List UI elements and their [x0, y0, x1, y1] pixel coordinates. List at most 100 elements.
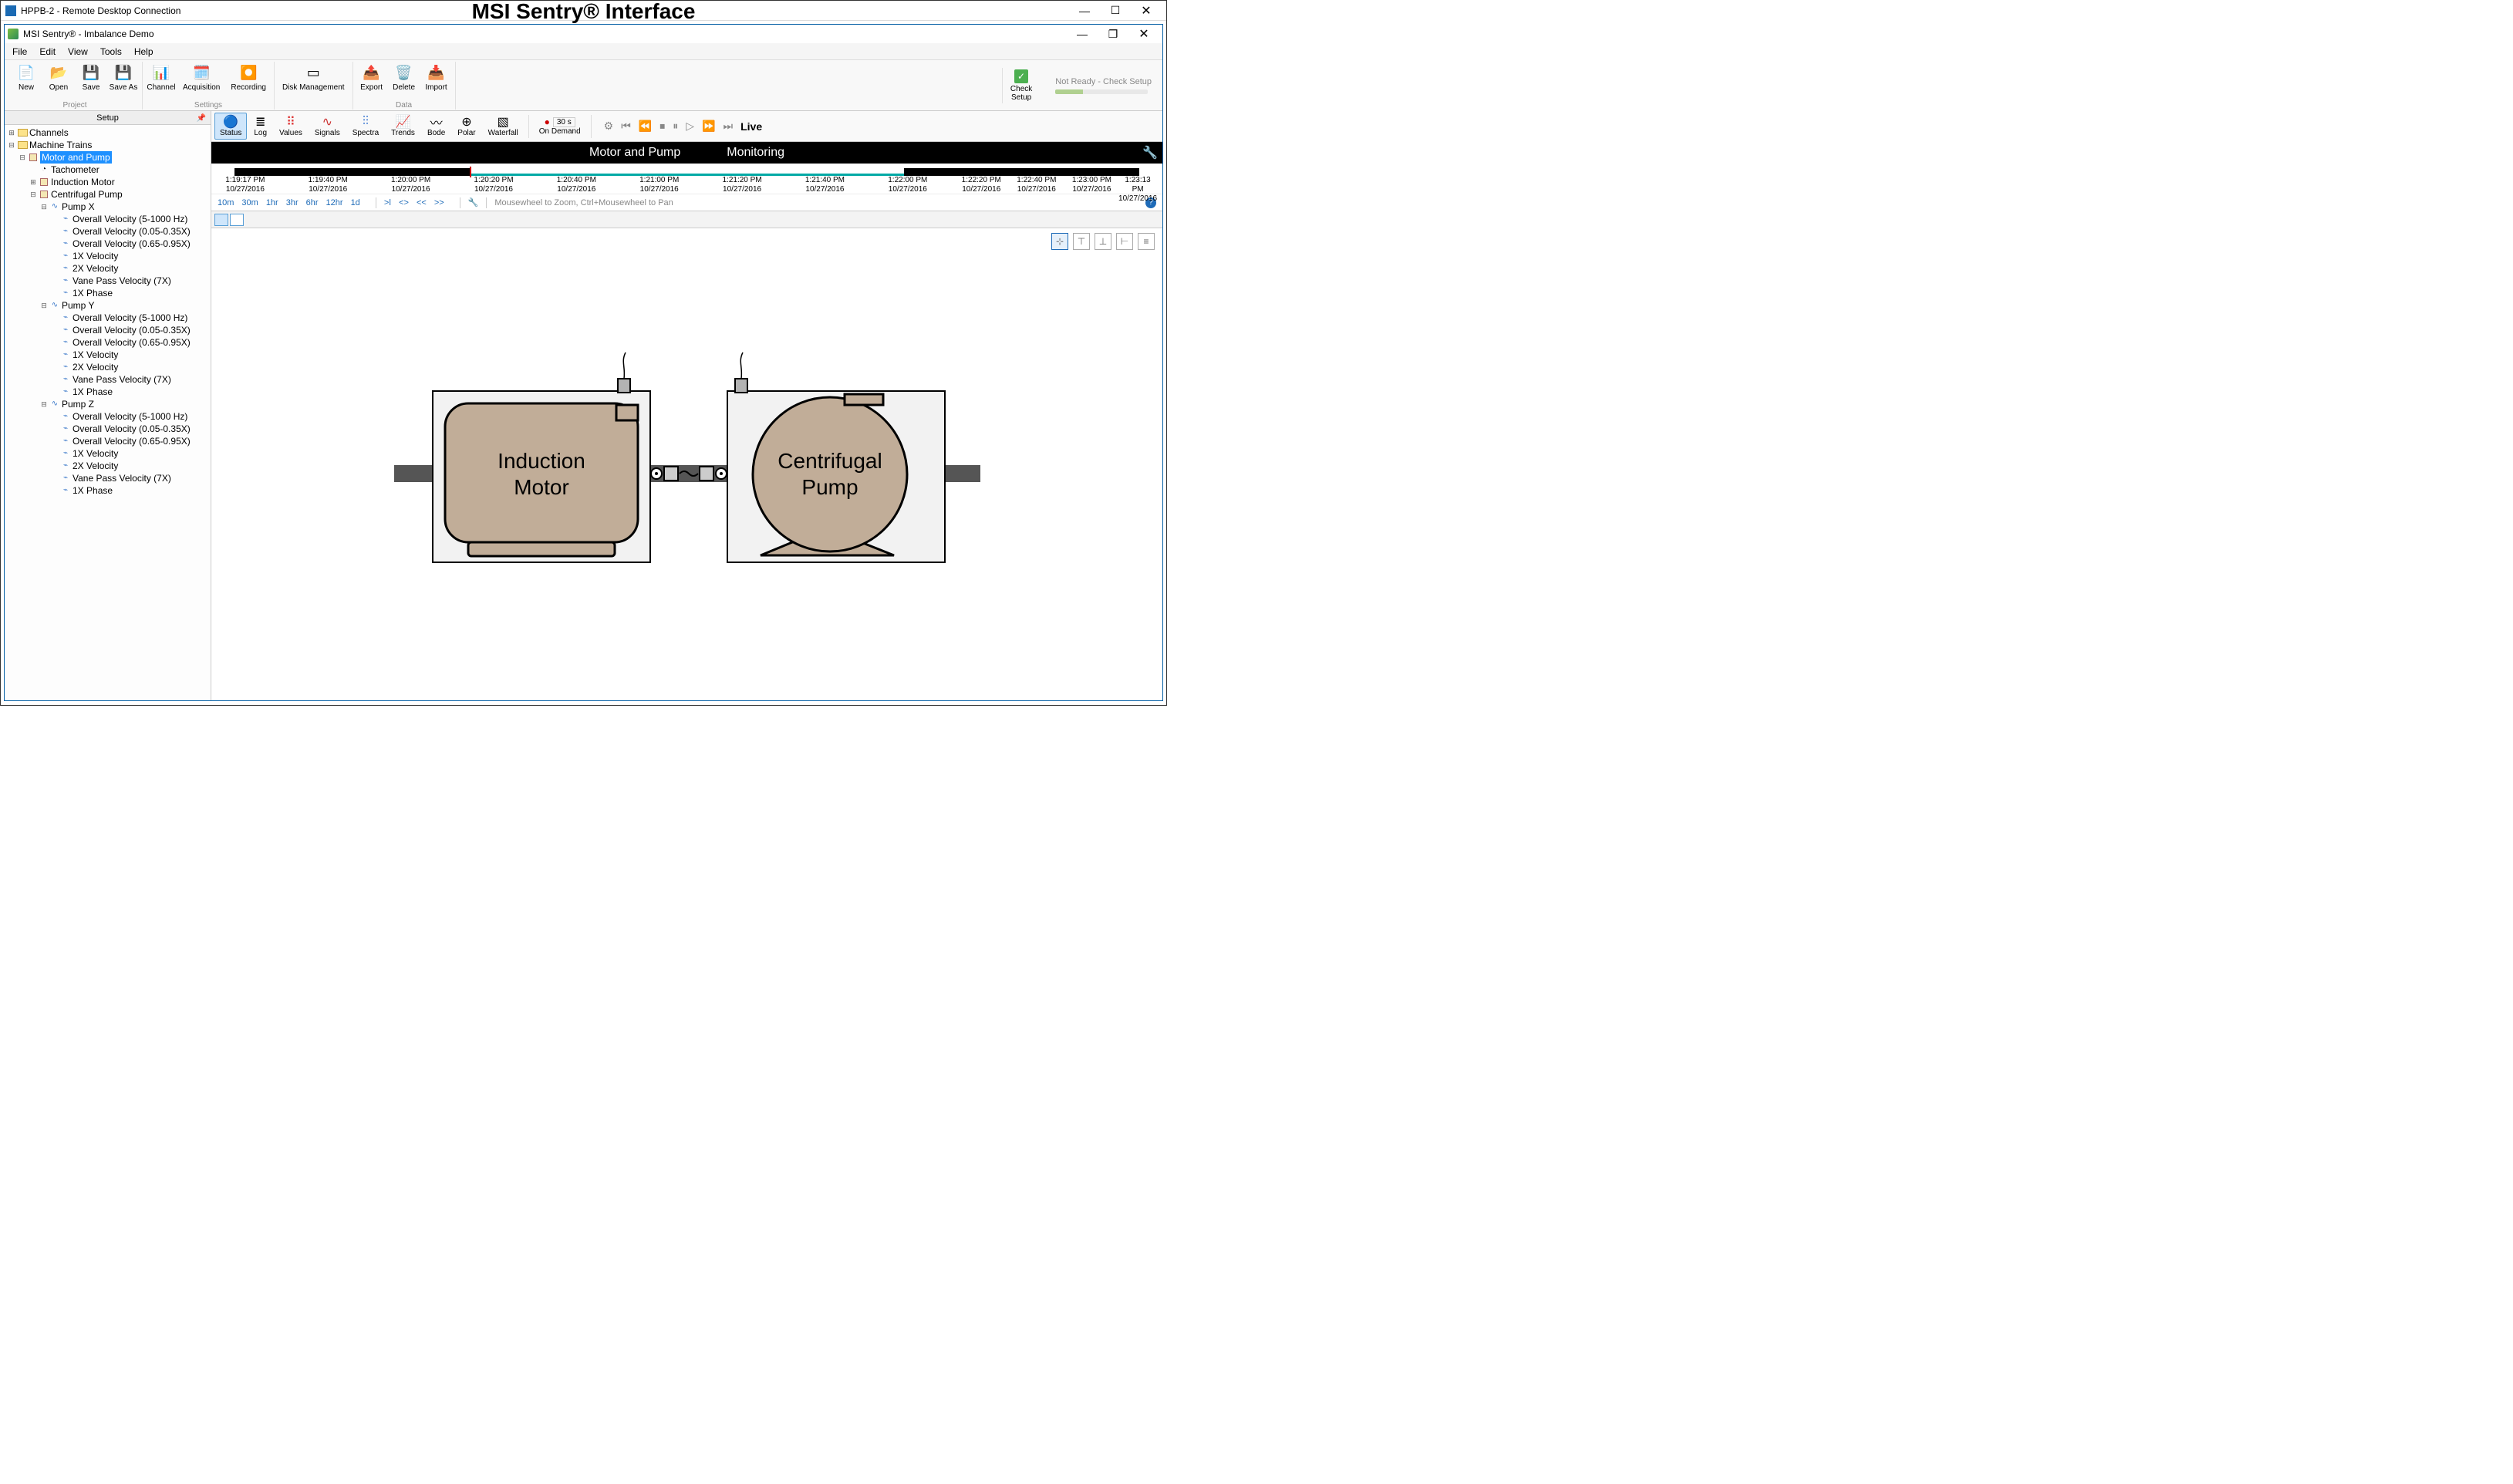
values-tab[interactable]: ⠿Values — [274, 113, 308, 140]
tree-leaf[interactable]: ⌁Overall Velocity (0.05-0.35X) — [51, 225, 191, 238]
layout-tool-4[interactable]: ⊢ — [1116, 233, 1133, 250]
waterfall-tab[interactable]: ▧Waterfall — [483, 113, 524, 140]
tree-leaf[interactable]: ⌁1X Velocity — [51, 349, 118, 361]
pin-icon[interactable]: 📌 — [197, 112, 206, 126]
rdc-minimize-button[interactable]: — — [1069, 2, 1100, 20]
live-button[interactable]: Live — [739, 119, 764, 134]
timeline-tick: 1:21:40 PM10/27/2016 — [805, 176, 845, 194]
open-button[interactable]: 📂Open — [43, 62, 74, 93]
import-button[interactable]: 📥Import — [421, 62, 452, 93]
acquisition-button[interactable]: 🗓️Acquisition — [178, 62, 224, 93]
layout-split-button[interactable] — [230, 214, 244, 226]
tree-machine-trains[interactable]: ⊟Machine Trains — [8, 139, 209, 151]
app-maximize-button[interactable]: ❐ — [1098, 25, 1128, 43]
tree-motor-and-pump[interactable]: ⊟Motor and Pump — [19, 151, 209, 164]
nav-btn[interactable]: >> — [434, 198, 444, 207]
tree-leaf[interactable]: ⌁1X Phase — [51, 287, 113, 299]
layout-single-button[interactable] — [214, 214, 228, 226]
wrench-icon[interactable]: 🔧 — [1142, 145, 1158, 160]
spectra-tab[interactable]: ⫶⫶Spectra — [347, 113, 384, 140]
range-1hr[interactable]: 1hr — [266, 198, 278, 207]
polar-tab[interactable]: ⊕Polar — [452, 113, 481, 140]
save-button[interactable]: 💾Save — [76, 62, 106, 93]
timeline-tick: 1:20:40 PM10/27/2016 — [557, 176, 596, 194]
rewind-button[interactable]: ⏪ — [637, 118, 653, 134]
menu-tools[interactable]: Tools — [96, 45, 126, 59]
tree-leaf[interactable]: ⌁Vane Pass Velocity (7X) — [51, 275, 171, 287]
range-1d[interactable]: 1d — [351, 198, 360, 207]
range-6hr[interactable]: 6hr — [306, 198, 319, 207]
check-setup-button[interactable]: ✓ Check Setup — [1002, 68, 1040, 103]
rdc-close-button[interactable]: ✕ — [1131, 2, 1162, 20]
fastforward-button[interactable]: ⏩ — [700, 118, 717, 134]
tree-leaf[interactable]: ⌁1X Phase — [51, 386, 113, 398]
channel-button[interactable]: 📊Channel — [146, 62, 177, 93]
nav-btn[interactable]: >ǀ — [384, 198, 391, 207]
log-tab[interactable]: ≣Log — [248, 113, 272, 140]
diagram-area[interactable]: ⊹ ⊤ ⊥ ⊢ ≡ — [211, 228, 1162, 700]
recording-button[interactable]: ⏺️Recording — [226, 62, 271, 93]
bode-tab[interactable]: 〰Bode — [422, 113, 450, 140]
menu-view[interactable]: View — [63, 45, 93, 59]
layout-tool-2[interactable]: ⊤ — [1073, 233, 1090, 250]
tree-leaf[interactable]: ⌁2X Velocity — [51, 262, 118, 275]
tree-leaf[interactable]: ⌁1X Phase — [51, 484, 113, 497]
rdc-maximize-button[interactable]: ☐ — [1100, 2, 1131, 20]
stop-button[interactable]: ⏹ — [658, 118, 666, 134]
status-tab[interactable]: 🔵Status — [214, 113, 247, 140]
delete-button[interactable]: 🗑️Delete — [389, 62, 420, 93]
settings-gear-icon[interactable]: ⚙ — [602, 118, 616, 134]
menu-edit[interactable]: Edit — [35, 45, 60, 59]
setup-tree[interactable]: ⊞Channels⊟Machine Trains⊟Motor and Pump◔… — [5, 125, 211, 700]
layout-tool-3[interactable]: ⊥ — [1095, 233, 1111, 250]
tree-leaf[interactable]: ⌁Overall Velocity (0.05-0.35X) — [51, 423, 191, 435]
layout-tool-5[interactable]: ≡ — [1138, 233, 1155, 250]
app-close-button[interactable]: ✕ — [1128, 25, 1159, 43]
tree-leaf[interactable]: ⌁1X Velocity — [51, 447, 118, 460]
save-as-button[interactable]: 💾Save As — [108, 62, 139, 93]
tree-leaf[interactable]: ⌁Overall Velocity (0.65-0.95X) — [51, 336, 191, 349]
tree-leaf[interactable]: ⌁Overall Velocity (5-1000 Hz) — [51, 410, 187, 423]
tree-induction-motor[interactable]: ⊞Induction Motor — [29, 176, 115, 188]
pause-button[interactable]: ⏸ — [671, 118, 680, 134]
play-button[interactable]: ▷ — [684, 118, 696, 134]
timeline[interactable]: 1:19:17 PM10/27/20161:19:40 PM10/27/2016… — [211, 164, 1162, 194]
signals-tab[interactable]: ∿Signals — [309, 113, 346, 140]
tree-centrifugal-pump[interactable]: ⊟Centrifugal Pump — [29, 188, 209, 201]
menu-file[interactable]: File — [8, 45, 32, 59]
tree-pump y[interactable]: ⊟∿Pump Y — [40, 299, 209, 312]
menu-help[interactable]: Help — [130, 45, 158, 59]
tree-leaf[interactable]: ⌁Overall Velocity (0.05-0.35X) — [51, 324, 191, 336]
skip-start-button[interactable]: ⏮ — [619, 118, 632, 134]
record-button[interactable]: ●30 s On Demand — [534, 114, 586, 138]
timeline-tick: 1:22:40 PM10/27/2016 — [1017, 176, 1056, 194]
tree-channels[interactable]: ⊞Channels — [8, 126, 69, 139]
tree-leaf[interactable]: ⌁1X Velocity — [51, 250, 118, 262]
nav-btn[interactable]: << — [417, 198, 427, 207]
tree-leaf[interactable]: ⌁2X Velocity — [51, 460, 118, 472]
tree-leaf[interactable]: ⌁Overall Velocity (5-1000 Hz) — [51, 312, 187, 324]
tree-leaf[interactable]: ⌁Vane Pass Velocity (7X) — [51, 373, 171, 386]
tree-leaf[interactable]: ⌁Overall Velocity (0.65-0.95X) — [51, 435, 191, 447]
tree-tachometer[interactable]: ◔Tachometer — [29, 164, 100, 176]
range-30m[interactable]: 30m — [241, 198, 258, 207]
nav-btn[interactable]: <> — [399, 198, 409, 207]
tree-leaf[interactable]: ⌁2X Velocity — [51, 361, 118, 373]
export-button[interactable]: 📤Export — [356, 62, 387, 93]
new-button[interactable]: 📄New — [11, 62, 42, 93]
trends-tab[interactable]: 📈Trends — [386, 113, 420, 140]
range-3hr[interactable]: 3hr — [286, 198, 299, 207]
tree-leaf[interactable]: ⌁Overall Velocity (5-1000 Hz) — [51, 213, 187, 225]
app-minimize-button[interactable]: — — [1067, 25, 1098, 43]
tree-pump x[interactable]: ⊟∿Pump X — [40, 201, 209, 213]
tree-pump z[interactable]: ⊟∿Pump Z — [40, 398, 209, 410]
tree-leaf[interactable]: ⌁Overall Velocity (0.65-0.95X) — [51, 238, 191, 250]
layout-tool-1[interactable]: ⊹ — [1051, 233, 1068, 250]
timeline-tick: 1:19:17 PM10/27/2016 — [225, 176, 265, 194]
disk-management-button[interactable]: ▭Disk Management — [278, 62, 349, 93]
range-12hr[interactable]: 12hr — [326, 198, 343, 207]
skip-end-button[interactable]: ⏭ — [722, 118, 735, 134]
range-10m[interactable]: 10m — [218, 198, 234, 207]
tree-leaf[interactable]: ⌁Vane Pass Velocity (7X) — [51, 472, 171, 484]
setup-progress — [1055, 89, 1148, 94]
